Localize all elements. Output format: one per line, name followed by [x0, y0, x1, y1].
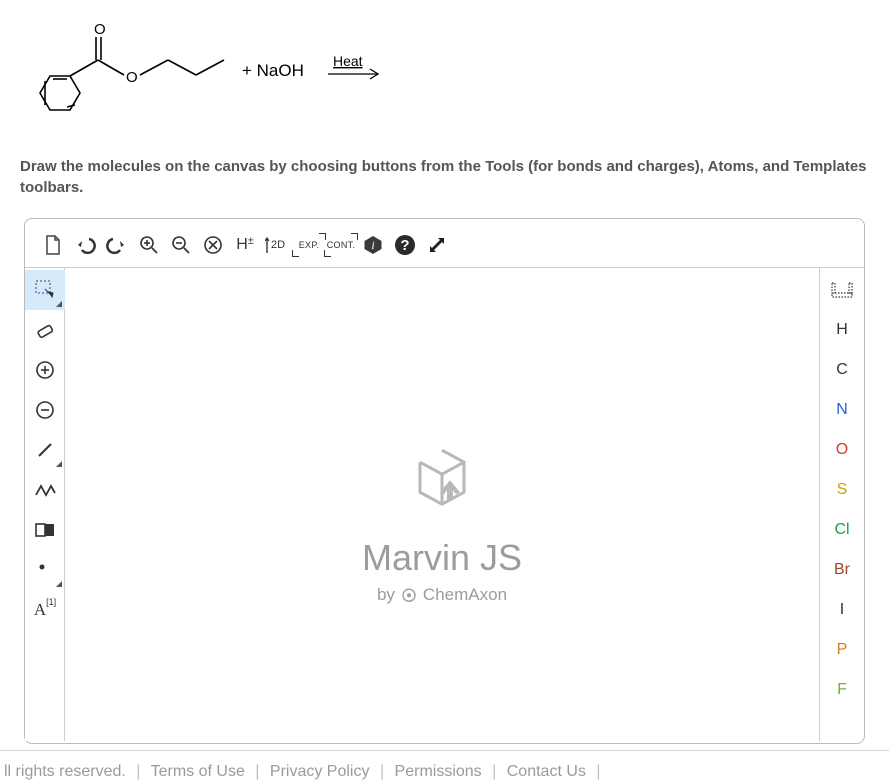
page-footer: ll rights reserved. | Terms of Use | Pri… [0, 750, 889, 781]
single-bond-tool[interactable] [25, 430, 65, 470]
atom-button-f[interactable]: F [820, 670, 864, 710]
contract-label: CONT. [327, 240, 356, 250]
watermark-brand: ChemAxon [423, 585, 507, 605]
footer-rights: ll rights reserved. [4, 763, 126, 780]
clear-icon[interactable] [197, 229, 229, 261]
atom-button-p[interactable]: P [820, 630, 864, 670]
reaction-structure-icon: O O + NaOH Heat [20, 20, 430, 138]
watermark-by: by [377, 585, 395, 605]
top-toolbar: H± 2D EXP. CONT. i ? [25, 227, 864, 267]
undo-icon[interactable] [69, 229, 101, 261]
hydrogens-icon[interactable]: H± [229, 229, 261, 261]
chemaxon-logo-icon [401, 587, 417, 603]
atom-button-cl[interactable]: Cl [820, 510, 864, 550]
svg-text:O: O [94, 21, 106, 38]
instruction-text: Draw the molecules on the canvas by choo… [20, 156, 869, 198]
atom-button-s[interactable]: S [820, 470, 864, 510]
watermark-title: Marvin JS [362, 537, 522, 579]
svg-text:2D: 2D [271, 239, 285, 251]
svg-text:?: ? [400, 237, 409, 254]
atom-button-i[interactable]: I [820, 590, 864, 630]
reagent-text: + NaOH [242, 61, 304, 80]
eraser-tool[interactable] [25, 310, 65, 350]
question-area: O O + NaOH Heat Draw the molecules on th… [0, 0, 889, 204]
footer-link-terms[interactable]: Terms of Use [151, 763, 245, 780]
atom-button-c[interactable]: C [820, 350, 864, 390]
marvin-editor: H± 2D EXP. CONT. i ? [24, 218, 865, 744]
periodic-table-icon[interactable] [820, 270, 864, 310]
marvin-logo-icon [400, 438, 484, 522]
zoom-in-icon[interactable] [133, 229, 165, 261]
export-label: EXP. [299, 240, 320, 250]
help-icon[interactable]: ? [389, 229, 421, 261]
export-icon[interactable]: EXP. [293, 229, 325, 261]
atom-button-o[interactable]: O [820, 430, 864, 470]
condition-text: Heat [333, 53, 363, 69]
atom-button-br[interactable]: Br [820, 550, 864, 590]
footer-link-contact[interactable]: Contact Us [507, 763, 586, 780]
selection-tool[interactable] [25, 270, 65, 310]
right-toolbar: HCNOSClBrIPF [820, 268, 864, 741]
info-icon[interactable]: i [357, 229, 389, 261]
svg-text:O: O [126, 69, 138, 86]
footer-link-privacy[interactable]: Privacy Policy [270, 763, 370, 780]
fullscreen-icon[interactable] [421, 229, 453, 261]
atom-button-n[interactable]: N [820, 390, 864, 430]
map-atom-tool[interactable]: A[1] [25, 590, 65, 630]
radical-tool[interactable] [25, 550, 65, 590]
template-tool[interactable] [25, 510, 65, 550]
charge-minus-tool[interactable] [25, 390, 65, 430]
new-document-icon[interactable] [37, 229, 69, 261]
contract-icon[interactable]: CONT. [325, 229, 357, 261]
atom-button-h[interactable]: H [820, 310, 864, 350]
svg-text:i: i [371, 238, 374, 252]
left-toolbar: A[1] [25, 268, 65, 741]
2d-clean-icon[interactable]: 2D [261, 229, 293, 261]
drawing-canvas[interactable]: Marvin JS by ChemAxon [65, 268, 820, 741]
charge-plus-tool[interactable] [25, 350, 65, 390]
chain-tool[interactable] [25, 470, 65, 510]
editor-body: A[1] Marvin JS by [25, 267, 864, 741]
canvas-watermark: Marvin JS by ChemAxon [362, 438, 522, 605]
zoom-out-icon[interactable] [165, 229, 197, 261]
redo-icon[interactable] [101, 229, 133, 261]
footer-link-permissions[interactable]: Permissions [395, 763, 482, 780]
